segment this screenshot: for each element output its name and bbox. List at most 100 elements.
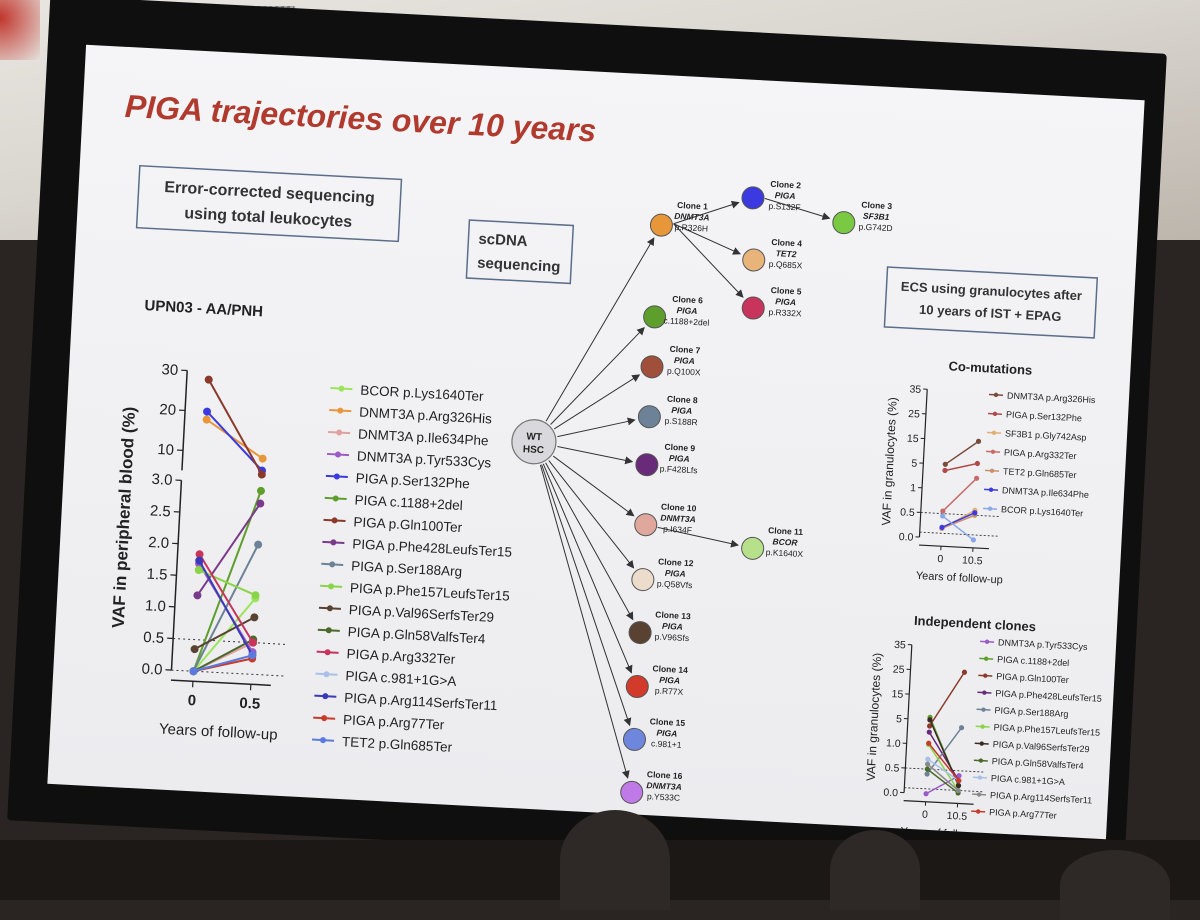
clone-gene: PIGA [662,621,683,632]
independent-clones-title: Independent clones [914,613,1037,634]
co-mutations-series-line [945,440,978,466]
clone-gene: PIGA [674,355,695,366]
co-mutations-title: Co-mutations [948,358,1032,377]
clone-name: Clone 6 [672,294,703,306]
mid-box-line-2: sequencing [477,255,561,276]
clone-gene: PIGA [775,296,796,307]
clone-name: Clone 1 [677,200,708,212]
co-mutations-x-axis-label: Years of follow-up [916,570,1004,587]
co-mutations-x-axis [919,545,989,549]
left-legend-label: BCOR p.Lys1640Ter [360,383,484,404]
left-chart-point [257,487,265,495]
left-legend-label: TET2 p.Gln685Ter [342,734,453,755]
independent-clones-legend-marker [979,741,984,746]
independent-clones-x-tick-label: 10.5 [946,810,967,823]
clone-name: Clone 2 [770,179,801,191]
left-legend-marker [333,495,339,501]
clone-name: Clone 15 [649,716,685,728]
independent-clones-legend-label: PIGA p.Arg114SerfsTer11 [990,790,1093,805]
co-mutations-threshold-line [920,532,1000,536]
independent-clones-legend-label: PIGA p.Ser188Arg [994,705,1068,719]
tree-edge [524,465,644,778]
co-mutations-legend-marker [988,506,993,511]
left-chart-x-tick-label: 0 [187,692,196,709]
clone-mutation: p.F428Lfs [660,463,698,475]
left-legend-label: PIGA c.1188+2del [354,492,463,513]
co-mutations-y-tick-label: 0.5 [900,506,915,519]
audience-head [1060,850,1170,920]
independent-clones-chart: Independent clones0.00.51.05152535010.5Y… [861,611,1106,840]
left-legend-marker [324,649,330,655]
clone-gene: PIGA [656,728,677,739]
clone-gene: PIGA [671,405,692,416]
co-mutations-y-tick-label: 25 [908,408,920,421]
root-node-label: HSC [523,444,545,456]
clone-name: Clone 14 [652,663,688,675]
clone-node-circle [742,296,765,319]
clone-mutation: p.S132F [768,201,801,213]
left-legend-marker [329,561,335,567]
co-mutations-legend-marker [989,487,994,492]
clone-mutation: p.V96Sfs [654,631,689,643]
clone-node-circle [638,405,661,428]
clone-node-circle [741,537,764,560]
clone-mutation: p.Y533C [647,791,681,803]
mid-box-line-1: scDNA [478,231,528,251]
left-legend-label: PIGA p.Arg114SerfsTer11 [344,690,498,713]
audience-head [560,810,670,910]
clone-name: Clone 11 [768,525,804,537]
left-chart-y-tick-label: 10 [157,441,175,459]
tree-edge [670,224,747,297]
clone-gene: BCOR [772,536,798,547]
clone-mutation: p.K1640X [766,547,804,559]
tree-edge [554,371,639,434]
left-legend-marker [330,539,336,545]
left-chart-point [250,613,258,621]
clone-name: Clone 3 [861,200,892,212]
co-mutations-y-tick-label: 15 [907,433,919,446]
left-legend-label: DNMT3A p.Tyr533Cys [357,449,492,471]
patient-label: UPN03 - AA/PNH [144,297,263,320]
left-box-line-2: using total leukocytes [184,205,353,231]
left-chart-y-axis-label: VAF in peripheral blood (%) [109,406,140,628]
clone-name: Clone 8 [667,394,698,406]
clone-node-circle [631,568,654,591]
left-legend-marker [335,451,341,457]
left-legend-label: PIGA p.Ser188Arg [351,558,463,579]
clone-gene: PIGA [659,675,680,686]
clone-mutation: p.R77X [655,685,684,696]
independent-clones-point [923,791,928,796]
left-legend-label: PIGA p.Arg77Ter [343,712,445,732]
co-mutations-legend-marker [994,393,999,398]
left-chart-y-tick-label: 20 [159,401,177,419]
clone-name: Clone 12 [658,556,694,568]
co-mutations-threshold-line [921,512,1001,516]
co-mutations-legend-label: PIGA p.Ser132Phe [1006,409,1082,423]
independent-clones-legend-label: PIGA p.Gln58ValfsTer4 [992,756,1084,771]
independent-clones-legend-label: PIGA c.1188+2del [997,654,1070,668]
independent-clones-y-tick-label: 25 [892,664,904,677]
clone-gene: PIGA [676,305,697,316]
independent-clones-legend-marker [984,656,989,661]
clone-gene: DNMT3A [646,780,682,792]
clone-node-circle [626,675,649,698]
left-legend-marker [320,737,326,743]
independent-clones-legend-marker [985,639,990,644]
clone-name: Clone 13 [655,609,691,621]
clone-name: Clone 10 [661,501,697,513]
left-legend-marker [336,429,342,435]
left-chart-series-line [204,412,265,471]
clone-mutation: p.I634F [663,524,692,535]
left-chart-x-axis [171,680,271,685]
independent-clones-legend-marker [982,690,987,695]
clone-node-circle [650,214,673,237]
clone-mutation: c.981+1 [651,738,682,750]
independent-clones-threshold-line [904,788,984,792]
clone-node-circle [629,621,652,644]
clone-gene: PIGA [669,453,690,464]
left-chart-y-tick-label: 2.0 [148,534,170,552]
independent-clones-legend-label: PIGA p.Phe428LeufsTer15 [995,688,1102,704]
independent-clones-x-tick-label: 0 [922,809,929,821]
independent-clones-y-tick-label: 35 [894,639,906,652]
independent-clones-legend-label: PIGA p.Phe157LeufsTer15 [993,722,1100,738]
